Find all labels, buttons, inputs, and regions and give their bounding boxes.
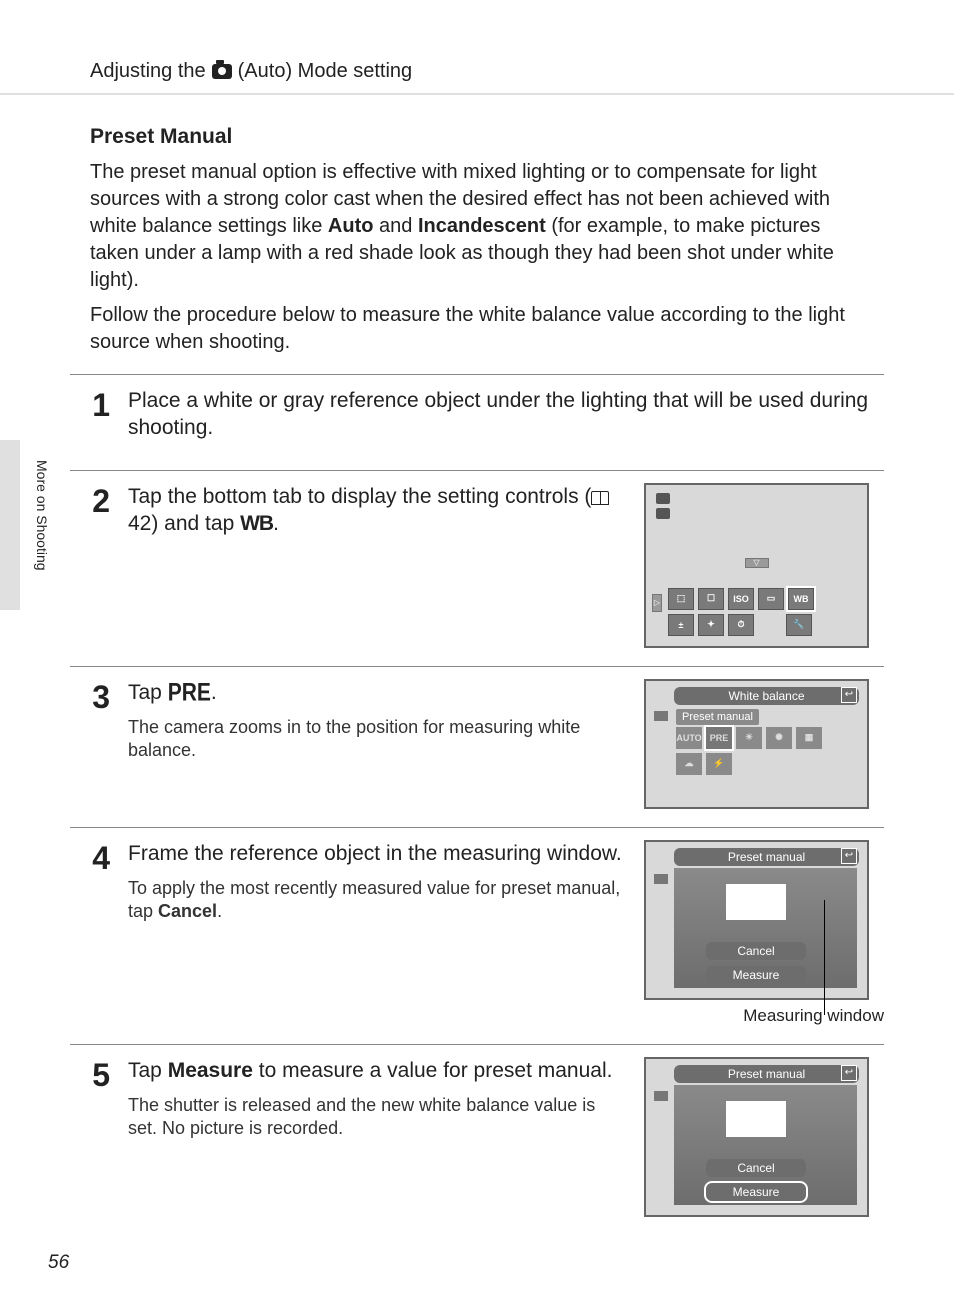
back-icon[interactable]: ↩ bbox=[841, 1065, 857, 1081]
wb-option-flash[interactable]: ⚡ bbox=[706, 753, 732, 775]
step-3: 3 Tap PRE. The camera zooms in to the po… bbox=[70, 666, 884, 827]
wb-option-pre[interactable]: PRE bbox=[706, 727, 732, 749]
setting-btn-iso[interactable]: ISO bbox=[728, 588, 754, 610]
setting-btn-continuous[interactable]: ▭ bbox=[758, 588, 784, 610]
step-text: Tap Measure to measure a value for prese… bbox=[128, 1057, 624, 1084]
section-title: Preset Manual bbox=[70, 125, 884, 149]
left-tab-icon[interactable] bbox=[654, 711, 668, 721]
lcd-wb-screen: White balance ↩ Preset manual AUTO PRE ☀… bbox=[644, 679, 869, 809]
step-subtext: The camera zooms in to the position for … bbox=[128, 716, 624, 763]
step-1: 1 Place a white or gray reference object… bbox=[70, 374, 884, 470]
pointer-line bbox=[824, 900, 825, 1015]
measuring-window bbox=[726, 1101, 786, 1137]
back-icon[interactable]: ↩ bbox=[841, 848, 857, 864]
side-tab-label: More on Shooting bbox=[34, 460, 50, 571]
header-prefix: Adjusting the bbox=[90, 60, 206, 83]
setting-btn-ev[interactable]: ± bbox=[668, 614, 694, 636]
measuring-window bbox=[726, 884, 786, 920]
lcd-title: Preset manual bbox=[674, 1065, 859, 1083]
lcd-settings-screen: ▽ ▷ ⬚ ☐ ISO ▭ WB ± bbox=[644, 483, 869, 648]
wb-option-incandescent[interactable]: ✺ bbox=[766, 727, 792, 749]
step-number: 1 bbox=[70, 387, 110, 452]
step-text: Frame the reference object in the measur… bbox=[128, 840, 624, 867]
measure-button[interactable]: Measure bbox=[706, 1183, 806, 1201]
step-5: 5 Tap Measure to measure a value for pre… bbox=[70, 1044, 884, 1235]
step-number: 2 bbox=[70, 483, 110, 648]
chevron-right-icon[interactable]: ▷ bbox=[652, 594, 662, 612]
setting-btn-timer[interactable]: ⏱ bbox=[728, 614, 754, 636]
step-number: 5 bbox=[70, 1057, 110, 1217]
lcd-preset-screen: Preset manual ↩ Cancel Measure bbox=[644, 840, 869, 1000]
step-4: 4 Frame the reference object in the meas… bbox=[70, 827, 884, 1044]
page-header: Adjusting the (Auto) Mode setting bbox=[70, 60, 884, 83]
measuring-window-caption: Measuring window bbox=[644, 1006, 884, 1026]
wb-option-daylight[interactable]: ☀ bbox=[736, 727, 762, 749]
lcd-title: Preset manual bbox=[674, 848, 859, 866]
measure-button[interactable]: Measure bbox=[706, 966, 806, 984]
step-text: Place a white or gray reference object u… bbox=[128, 387, 884, 442]
lcd-preset-screen-2: Preset manual ↩ Cancel Measure bbox=[644, 1057, 869, 1217]
step-subtext: To apply the most recently measured valu… bbox=[128, 877, 624, 924]
setting-btn-setup[interactable]: 🔧 bbox=[786, 614, 812, 636]
book-icon bbox=[591, 491, 609, 505]
intro-paragraph-2: Follow the procedure below to measure th… bbox=[70, 302, 884, 356]
pre-icon: PRE bbox=[168, 676, 211, 709]
wb-option-fluorescent[interactable]: ▦ bbox=[796, 727, 822, 749]
wb-subtitle: Preset manual bbox=[676, 709, 759, 725]
lcd-title: White balance bbox=[674, 687, 859, 705]
camera-mode-icon bbox=[656, 493, 670, 504]
left-tab-icon[interactable] bbox=[654, 874, 668, 884]
back-icon[interactable]: ↩ bbox=[841, 687, 857, 703]
setting-btn-touch[interactable]: ☐ bbox=[698, 588, 724, 610]
step-text: Tap the bottom tab to display the settin… bbox=[128, 483, 624, 538]
cancel-button[interactable]: Cancel bbox=[706, 942, 806, 960]
cancel-button[interactable]: Cancel bbox=[706, 1159, 806, 1177]
setting-btn-wb[interactable]: WB bbox=[788, 588, 814, 610]
step-text: Tap PRE. bbox=[128, 679, 624, 706]
camera-icon bbox=[212, 64, 232, 79]
step-number: 4 bbox=[70, 840, 110, 1026]
intro-paragraph-1: The preset manual option is effective wi… bbox=[70, 159, 884, 294]
wb-icon: WB bbox=[240, 510, 273, 537]
step-subtext: The shutter is released and the new whit… bbox=[128, 1094, 624, 1141]
setting-btn-image-size[interactable]: ⬚ bbox=[668, 588, 694, 610]
chevron-down-icon[interactable]: ▽ bbox=[745, 558, 769, 568]
step-2: 2 Tap the bottom tab to display the sett… bbox=[70, 470, 884, 666]
wb-option-cloudy[interactable]: ☁ bbox=[676, 753, 702, 775]
step-number: 3 bbox=[70, 679, 110, 809]
wb-option-auto[interactable]: AUTO bbox=[676, 727, 702, 749]
header-suffix: (Auto) Mode setting bbox=[238, 60, 413, 83]
page-number: 56 bbox=[48, 1252, 69, 1274]
left-tab-icon[interactable] bbox=[654, 1091, 668, 1101]
setting-btn-flash[interactable]: ✦ bbox=[698, 614, 724, 636]
battery-icon bbox=[656, 508, 670, 519]
